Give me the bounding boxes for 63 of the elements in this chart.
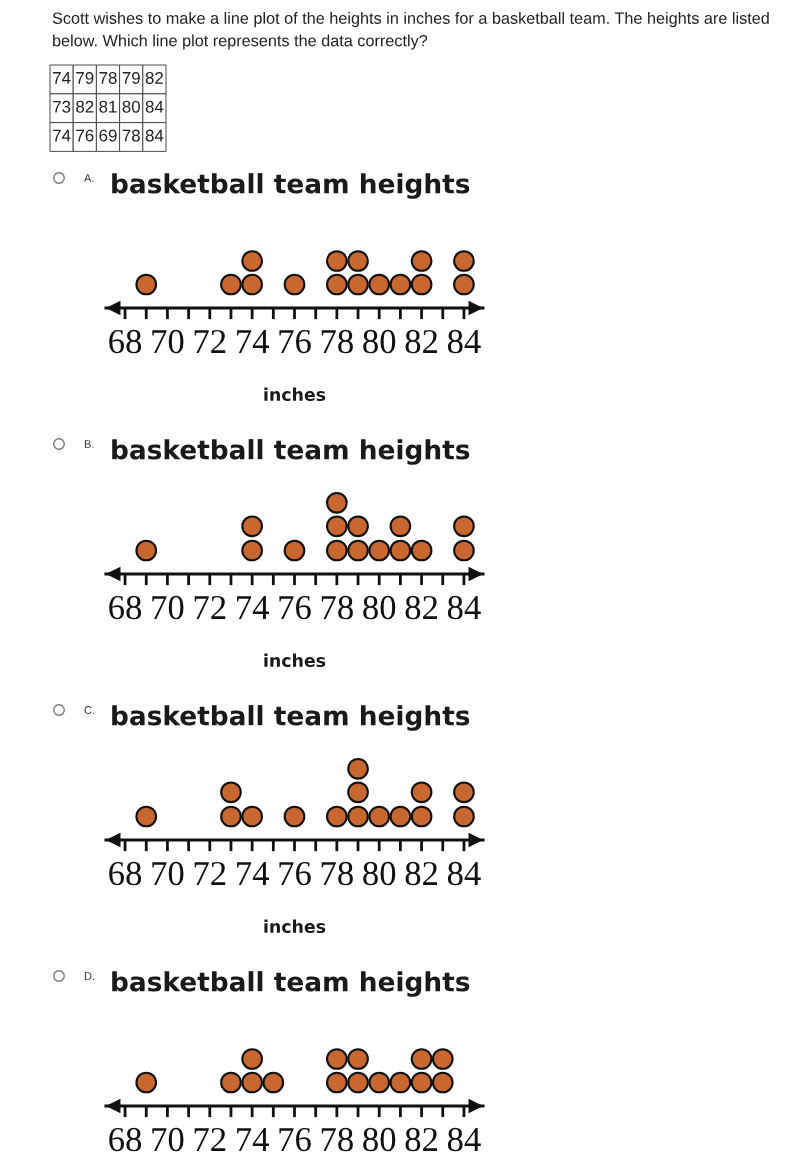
x-axis-title: inches: [264, 653, 326, 668]
x-axis-title: inches: [264, 387, 326, 402]
text: 74: [53, 129, 71, 142]
x-tick-label: 80: [363, 329, 396, 354]
text: 69: [99, 129, 117, 142]
x-tick-label: 74: [237, 596, 269, 619]
text: 78: [99, 71, 117, 84]
x-tick-label: 70: [152, 1127, 184, 1152]
x-tick-label: 76: [279, 1127, 311, 1152]
x-tick-label: 84: [447, 329, 481, 354]
x-tick-label: 68: [109, 329, 142, 354]
text: 76: [76, 129, 94, 142]
x-tick-label: 80: [363, 1127, 396, 1152]
text: 84: [145, 129, 164, 142]
text: 84: [145, 100, 164, 113]
x-axis-title: inches: [264, 919, 326, 934]
x-tick-label: 68: [109, 861, 142, 886]
x-tick-label: 76: [279, 329, 311, 354]
x-tick-label: 72: [194, 595, 226, 619]
chart-title: basketball team heights: [112, 971, 470, 997]
text: 81: [99, 100, 117, 113]
x-tick-label: 72: [194, 861, 226, 885]
x-tick-label: 76: [279, 595, 311, 620]
text: 82: [76, 100, 94, 113]
chart-title: basketball team heights: [112, 173, 470, 199]
text: 82: [145, 71, 163, 84]
text: Scott wishes to make a line plot of the heights in inches for a basketball team. The heights are listed below. Which line plot represents the data correctly?: [52, 12, 769, 50]
x-tick-label: 78: [321, 1127, 353, 1152]
x-tick-label: 80: [363, 861, 396, 886]
x-tick-label: 78: [321, 861, 353, 886]
chart-title: basketball team heights: [112, 705, 470, 731]
text: 79: [122, 71, 140, 84]
x-tick-label: 84: [447, 595, 481, 620]
x-tick-label: 72: [194, 1127, 226, 1151]
x-tick-label: 74: [237, 862, 269, 885]
x-tick-label: 84: [447, 861, 481, 886]
x-tick-label: 74: [237, 330, 269, 353]
text: 74: [53, 72, 71, 84]
text: 73: [53, 100, 71, 113]
chart-title: basketball team heights: [112, 439, 470, 465]
x-tick-label: 82: [405, 595, 438, 620]
text: D.: [84, 972, 95, 980]
x-tick-label: 68: [109, 595, 142, 620]
x-tick-label: 72: [194, 329, 226, 353]
x-tick-label: 74: [237, 1128, 269, 1151]
x-tick-label: 84: [447, 1127, 481, 1152]
x-tick-label: 68: [109, 1127, 142, 1152]
text: A.: [84, 174, 94, 182]
x-tick-label: 82: [405, 1127, 438, 1152]
x-tick-label: 70: [152, 595, 184, 620]
x-tick-label: 70: [152, 861, 184, 886]
text: B.: [84, 440, 94, 448]
x-tick-label: 82: [405, 329, 438, 354]
x-tick-label: 82: [405, 861, 438, 886]
text: 79: [76, 71, 94, 84]
x-tick-label: 78: [321, 329, 353, 354]
x-tick-label: 78: [321, 595, 353, 620]
x-tick-label: 80: [363, 595, 396, 620]
text: 78: [122, 129, 140, 142]
x-tick-label: 76: [279, 861, 311, 886]
text: 80: [122, 100, 140, 113]
x-tick-label: 70: [152, 329, 184, 354]
text: C.: [84, 706, 95, 714]
